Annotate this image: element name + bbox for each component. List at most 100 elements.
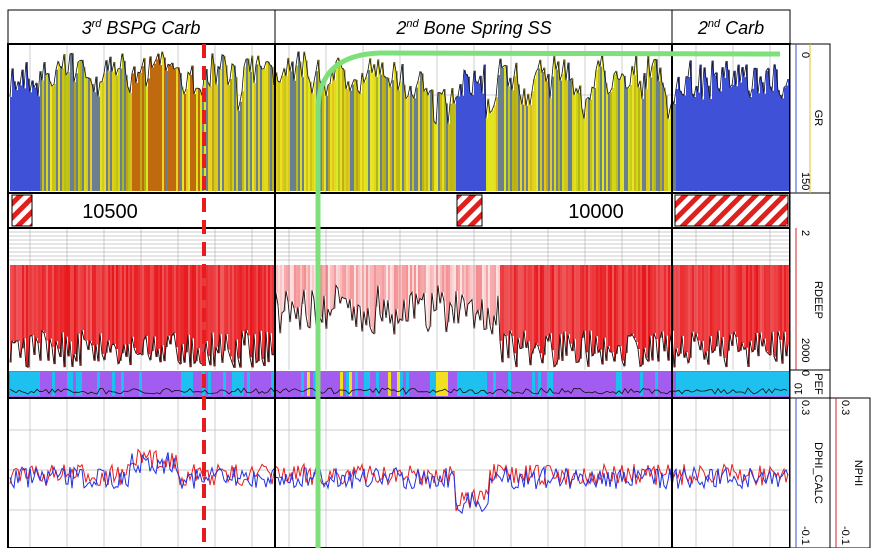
- rdeep-fill: [102, 265, 104, 354]
- rdeep-fill: [434, 265, 436, 311]
- gr-fill: [70, 53, 72, 191]
- gr-fill: [582, 109, 584, 191]
- gr-fill: [588, 97, 590, 191]
- gr-fill: [400, 81, 402, 191]
- gr-fill: [518, 84, 520, 191]
- gr-fill: [388, 77, 390, 191]
- pef-patch: [493, 372, 496, 396]
- pef-patch: [757, 372, 760, 396]
- pef-patch: [547, 372, 550, 396]
- pef-patch: [691, 372, 694, 396]
- gr-fill: [226, 65, 228, 191]
- gr-fill: [436, 123, 438, 191]
- gr-fill: [78, 62, 80, 192]
- gr-fill: [618, 78, 620, 191]
- rdeep-fill: [214, 265, 216, 367]
- gr-fill: [298, 51, 300, 191]
- rdeep-fill: [12, 265, 14, 342]
- rdeep-fill: [236, 265, 238, 340]
- rdeep-fill: [200, 265, 202, 363]
- gr-fill: [238, 110, 240, 191]
- rdeep-fill: [676, 265, 678, 349]
- rdeep-fill: [246, 265, 248, 331]
- rdeep-fill: [346, 265, 348, 299]
- rdeep-fill: [264, 265, 266, 366]
- rdeep-fill: [242, 265, 244, 332]
- gr-fill: [48, 73, 50, 191]
- gr-fill: [634, 75, 636, 191]
- rdeep-fill: [272, 265, 274, 355]
- gr-fill: [628, 87, 630, 191]
- gr-fill: [272, 66, 274, 191]
- pef-patch: [742, 372, 745, 396]
- rdeep-fill: [414, 265, 416, 319]
- gr-fill: [726, 61, 728, 192]
- pef-patch: [721, 372, 724, 396]
- gr-fill: [32, 80, 34, 191]
- rdeep-fill: [386, 265, 388, 318]
- rdeep-fill: [552, 265, 554, 351]
- gr-fill: [358, 90, 360, 191]
- rdeep-fill: [248, 265, 250, 336]
- pef-patch: [313, 372, 316, 396]
- gr-fill: [322, 86, 324, 191]
- rdeep-fill: [218, 265, 220, 354]
- rdeep-fill: [196, 265, 198, 362]
- rdeep-fill: [580, 265, 582, 359]
- gr-fill: [590, 99, 592, 191]
- rdeep-fill: [604, 265, 606, 338]
- scale-label: 150: [799, 172, 811, 190]
- gr-fill: [148, 78, 150, 191]
- gr-fill: [180, 73, 182, 191]
- rdeep-fill: [222, 265, 224, 363]
- rdeep-fill: [34, 265, 36, 355]
- rdeep-fill: [354, 265, 356, 307]
- rdeep-fill: [644, 265, 646, 348]
- rdeep-fill: [446, 265, 448, 333]
- rdeep-fill: [306, 265, 308, 316]
- pef-patch: [340, 372, 343, 396]
- pef-patch: [712, 372, 715, 396]
- gr-fill: [42, 80, 44, 191]
- rdeep-fill: [694, 265, 696, 342]
- rdeep-fill: [466, 265, 468, 317]
- rdeep-fill: [382, 265, 384, 322]
- gr-fill: [584, 118, 586, 191]
- scale-label: 0: [799, 52, 811, 58]
- rdeep-fill: [20, 265, 22, 358]
- gr-fill: [468, 76, 470, 191]
- gr-fill: [760, 76, 762, 191]
- rdeep-fill: [602, 265, 604, 365]
- rdeep-fill: [348, 265, 350, 309]
- scale-label: 2000: [799, 338, 811, 362]
- rdeep-fill: [510, 265, 512, 331]
- gr-fill: [682, 93, 684, 191]
- rdeep-fill: [594, 265, 596, 354]
- label-column: [829, 397, 871, 548]
- rdeep-fill: [114, 265, 116, 344]
- gr-fill: [484, 64, 486, 191]
- rdeep-fill: [398, 265, 400, 324]
- hatched-box: [674, 194, 789, 227]
- rdeep-fill: [530, 265, 532, 366]
- rdeep-fill: [726, 265, 728, 368]
- rdeep-fill: [90, 265, 92, 341]
- rdeep-fill: [238, 265, 240, 359]
- rdeep-fill: [710, 265, 712, 337]
- porosity-curve: [9, 448, 789, 512]
- gr-fill: [460, 84, 462, 191]
- gr-fill: [546, 81, 548, 191]
- gr-fill: [764, 93, 766, 191]
- rdeep-fill: [142, 265, 144, 355]
- pef-patch: [748, 372, 751, 396]
- rdeep-fill: [230, 265, 232, 357]
- gr-fill: [12, 68, 14, 191]
- rdeep-fill: [324, 265, 326, 296]
- rdeep-fill: [240, 265, 242, 368]
- rdeep-fill: [730, 265, 732, 335]
- rdeep-fill: [88, 265, 90, 350]
- rdeep-fill: [654, 265, 656, 334]
- gr-fill: [698, 92, 700, 191]
- pef-patch: [301, 372, 304, 396]
- rdeep-fill: [528, 265, 530, 342]
